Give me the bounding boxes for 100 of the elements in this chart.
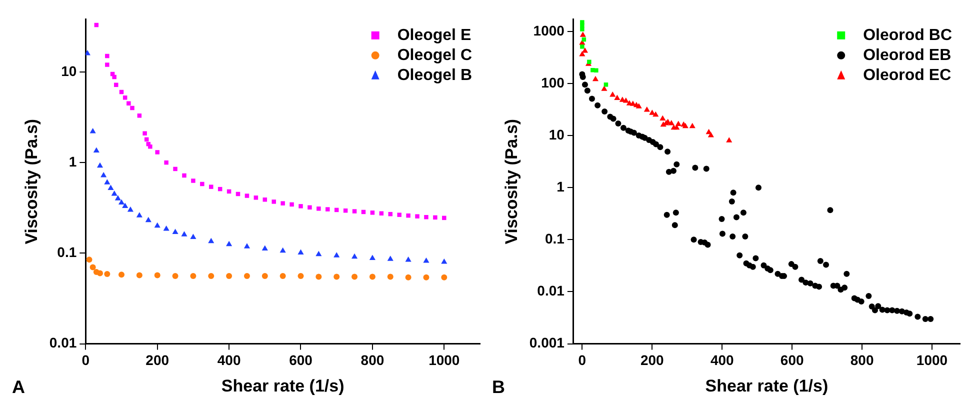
y-tick-label: 1 [556,178,565,194]
point [370,210,375,215]
point [118,272,124,278]
y-axis-title: Viscosity (Pa.s) [22,118,41,244]
point [644,106,650,112]
x-axis-title: Shear rate (1/s) [705,376,828,396]
y-tick-label: 10 [548,126,565,142]
point [190,273,196,279]
point [114,82,118,87]
point [405,256,412,262]
point [298,204,303,208]
point [105,54,110,58]
point [397,212,402,217]
point [326,207,330,212]
point [352,209,357,214]
point [244,243,250,248]
point [316,250,322,256]
point [708,132,714,138]
point [112,74,116,80]
point [579,51,586,56]
point [614,94,620,100]
x-tick-label: 600 [289,352,313,368]
point [352,274,358,280]
point [592,76,599,82]
point [254,196,258,200]
point [298,249,304,255]
legend-label: Oleorod BC [863,26,952,44]
point [96,270,103,276]
point [155,150,160,154]
point [689,122,696,128]
x-axis-title: Shear rate (1/s) [221,376,344,396]
point [351,253,358,259]
point [379,211,384,216]
x-tick-label: 1000 [428,352,460,368]
y-tick-label: 0.01 [537,282,565,299]
y-tick-label: 0.1 [57,244,77,260]
point [148,144,152,149]
point [182,173,186,178]
legend-label: Oleorod EB [863,46,952,64]
point [208,238,214,244]
point [208,273,214,279]
legend-label: Oleogel B [397,66,472,84]
point [173,166,178,172]
point [580,44,584,49]
x-tick-label: 600 [780,352,804,368]
point [334,252,340,258]
point [127,206,134,212]
point [96,162,104,168]
point [114,195,121,200]
point [334,274,340,280]
point [415,214,420,218]
point [136,212,142,218]
y-tick-label: 0.1 [544,230,565,247]
point [594,68,598,73]
point [601,86,608,91]
point [172,273,178,279]
point [622,98,629,103]
point [122,96,128,100]
point [226,273,232,279]
x-tick-label: 800 [850,352,874,368]
point [154,272,160,278]
point [86,256,92,263]
point [90,128,96,134]
point [726,137,732,142]
y-tick-label: 0.001 [529,334,565,351]
point [280,201,285,206]
point [262,245,268,250]
legend-label: Oleorod EC [863,66,952,84]
point [145,216,152,222]
point [86,50,90,56]
y-tick-label: 10 [61,62,77,79]
point [163,225,170,231]
point [660,115,666,121]
point [580,27,584,32]
point [105,62,110,67]
point [226,240,232,246]
x-tick-label: 1000 [916,352,948,368]
point [191,178,196,183]
point [423,274,430,280]
x-tick-label: 400 [217,352,241,368]
x-tick-label: 400 [710,352,734,368]
point [118,199,125,205]
x-tick-label: 200 [146,352,170,368]
point [316,274,322,280]
point [130,106,134,110]
y-tick-label: 100 [541,74,565,90]
point [244,273,250,279]
point [441,258,448,264]
point [164,160,168,165]
point [433,215,438,220]
point [172,228,178,234]
point [111,190,118,196]
point [387,256,394,261]
point [636,103,642,108]
point [90,264,96,270]
x-tick-label: 0 [578,352,586,368]
x-tick-label: 200 [640,352,664,368]
point [93,147,100,152]
y-tick-label: 0.01 [49,334,77,351]
y-tick-label: 1000 [533,22,565,38]
